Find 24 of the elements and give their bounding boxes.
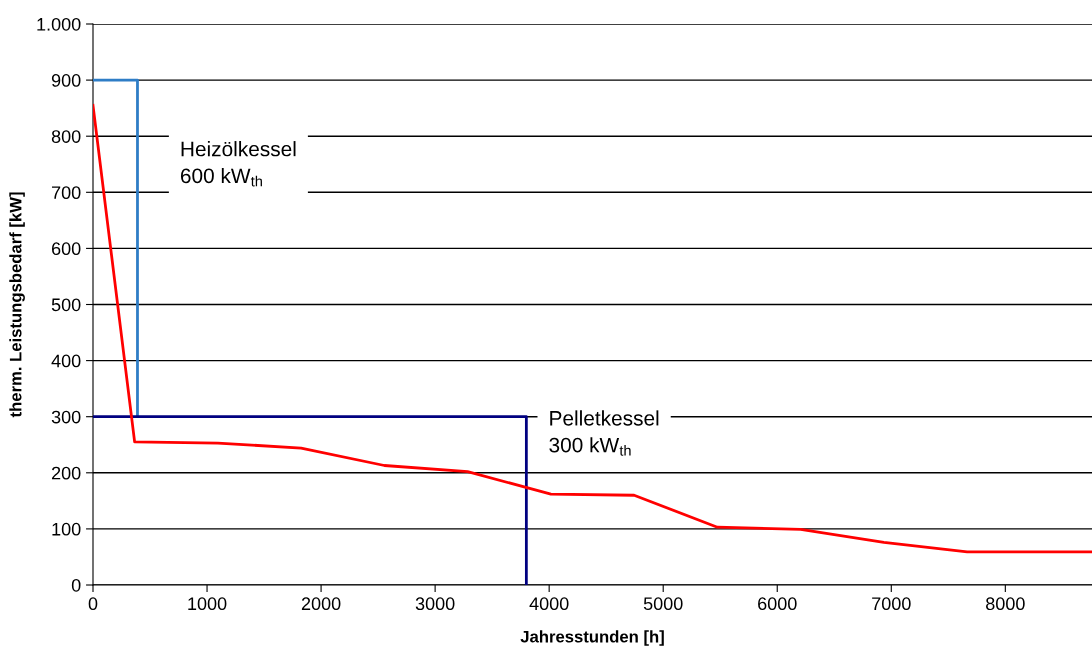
y-tick-label: 800 [51, 130, 81, 143]
annotation: Heizölkessel 600 kW$_{th}$ [180, 141, 296, 187]
x-tick-label: 1000 [188, 597, 227, 611]
y-tick-label: 1.000 [37, 17, 81, 31]
y-tick-label: 500 [51, 298, 81, 312]
y-tick-label: 600 [51, 242, 81, 256]
x-tick-label: 8000 [986, 597, 1025, 611]
y-axis-title: therm. Leistungsbedarf [kW] [9, 192, 25, 418]
x-tick-label: 2000 [301, 597, 341, 611]
x-tick-label: 3000 [415, 597, 455, 611]
y-tick-label: 300 [51, 410, 81, 424]
y-tick-label: 200 [51, 466, 81, 480]
y-tick-label: 0 [71, 578, 81, 592]
x-axis-title: Jahresstunden [h] [520, 630, 664, 646]
x-tick-label: 5000 [643, 597, 683, 611]
x-tick-label: 7000 [872, 597, 911, 611]
annotation: Pelletkessel 300 kW$_{th}$ [549, 410, 659, 456]
y-tick-label: 100 [52, 522, 81, 536]
x-tick-label: 0 [88, 597, 98, 611]
y-tick-label: 400 [51, 354, 81, 368]
y-tick-label: 700 [52, 186, 81, 200]
y-tick-label: 900 [51, 74, 81, 87]
x-tick-label: 4000 [529, 597, 569, 611]
x-tick-label: 6000 [758, 597, 797, 611]
